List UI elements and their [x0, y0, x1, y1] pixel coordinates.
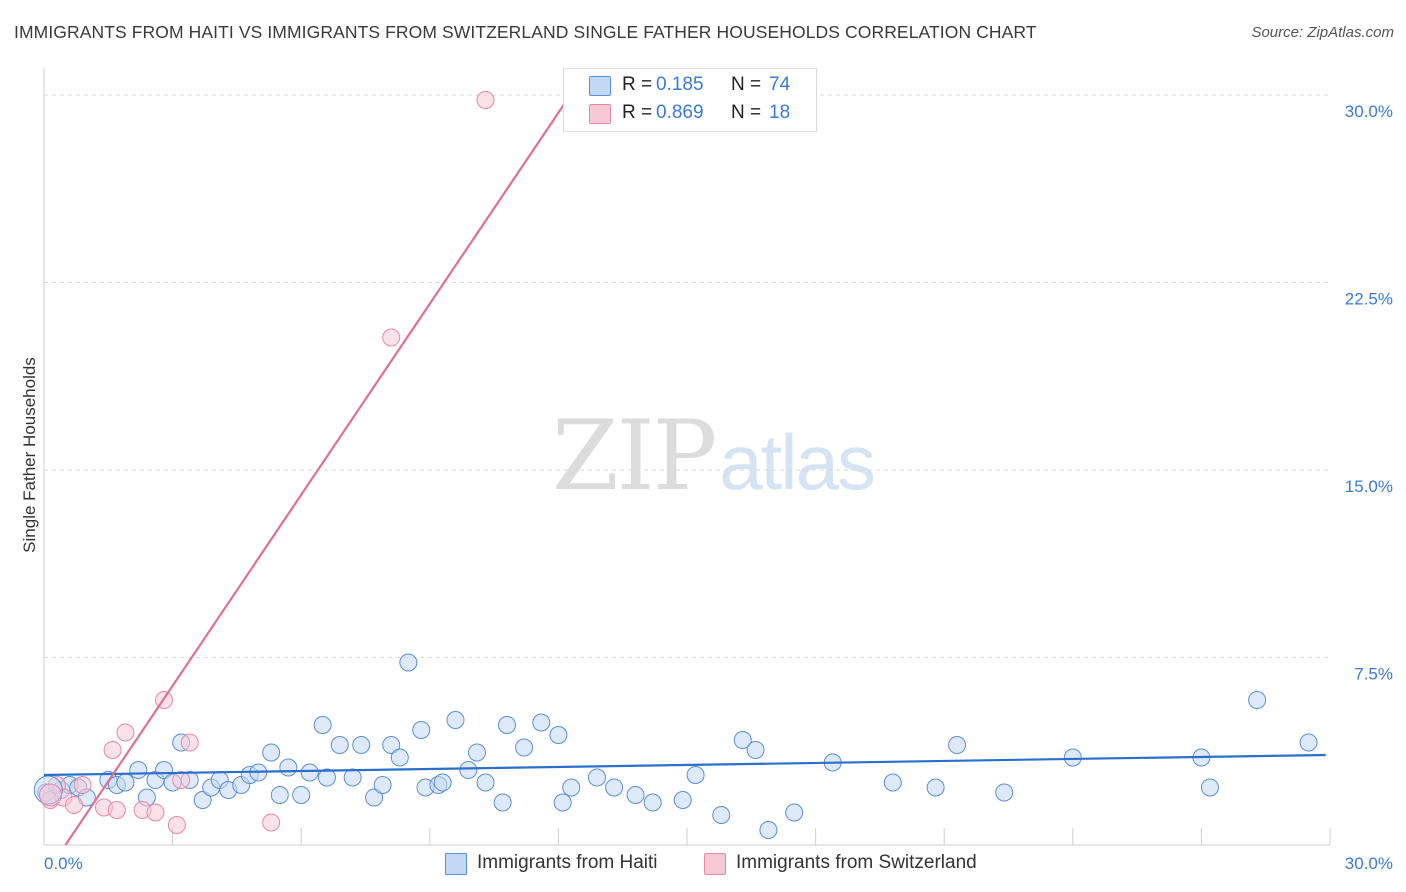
- point-switzerland: [167, 816, 186, 834]
- point-haiti: [883, 773, 902, 792]
- series-label-haiti: Immigrants from Haiti: [477, 852, 658, 873]
- point-haiti: [759, 821, 778, 839]
- point-haiti: [1200, 778, 1219, 797]
- y-tick-label: 22.5%: [1345, 290, 1393, 309]
- point-switzerland: [476, 91, 495, 109]
- y-tick-label: 15.0%: [1345, 477, 1393, 496]
- legend-n-label: N =: [731, 102, 762, 123]
- point-haiti: [686, 766, 705, 784]
- point-switzerland: [172, 771, 191, 789]
- legend-r-label: R =: [622, 102, 653, 123]
- point-haiti: [373, 776, 392, 794]
- point-haiti: [116, 773, 135, 792]
- point-haiti: [532, 713, 551, 732]
- point-haiti: [390, 748, 409, 767]
- trendline-haiti: [43, 753, 1326, 777]
- source-credit: Source: ZipAtlas.com: [1251, 24, 1394, 41]
- legend-row-haiti: R = 0.185 N = 74: [564, 73, 816, 99]
- point-haiti: [270, 786, 289, 804]
- legend-r-value: 0.185: [656, 74, 704, 95]
- point-haiti: [948, 736, 967, 754]
- point-haiti: [129, 761, 148, 779]
- series-swatch-switzerland: [704, 853, 726, 875]
- point-haiti: [712, 806, 731, 824]
- point-haiti: [262, 743, 281, 762]
- point-haiti: [549, 726, 568, 744]
- point-haiti: [995, 783, 1014, 802]
- point-switzerland: [146, 803, 165, 822]
- point-haiti: [643, 793, 662, 812]
- point-haiti: [467, 743, 486, 762]
- point-haiti: [926, 778, 945, 797]
- y-tick-label: 7.5%: [1354, 665, 1393, 684]
- point-switzerland: [103, 741, 122, 759]
- trendline-switzerland: [64, 99, 568, 846]
- point-haiti: [317, 768, 336, 787]
- point-haiti: [785, 803, 804, 822]
- point-switzerland: [107, 801, 126, 819]
- point-haiti: [446, 711, 465, 729]
- point-haiti: [626, 786, 645, 804]
- point-haiti: [553, 793, 572, 812]
- series-swatch-haiti: [445, 853, 467, 875]
- point-haiti: [1063, 748, 1082, 767]
- point-haiti: [587, 768, 606, 787]
- point-haiti: [382, 736, 401, 754]
- point-switzerland: [116, 723, 135, 742]
- chart-title: IMMIGRANTS FROM HAITI VS IMMIGRANTS FROM…: [14, 22, 1037, 42]
- legend-swatch-haiti: [589, 76, 611, 96]
- point-switzerland-cluster: [38, 783, 62, 807]
- point-haiti: [746, 741, 765, 759]
- point-haiti: [733, 731, 752, 749]
- point-haiti: [343, 768, 362, 787]
- point-haiti: [352, 736, 371, 754]
- point-haiti: [399, 653, 418, 672]
- point-haiti: [313, 716, 332, 734]
- point-haiti: [497, 716, 516, 734]
- legend-n-value: 74: [769, 74, 791, 95]
- point-switzerland: [262, 813, 281, 832]
- point-haiti: [279, 758, 298, 777]
- legend-n-label: N =: [731, 74, 762, 95]
- legend-n-value: 18: [769, 102, 791, 123]
- stats-legend: R = 0.185 N = 74 R = 0.869 N = 18: [563, 68, 817, 132]
- point-haiti: [412, 721, 431, 739]
- point-haiti: [515, 738, 534, 757]
- point-haiti: [292, 786, 311, 804]
- point-switzerland: [73, 776, 92, 794]
- point-haiti: [562, 778, 581, 797]
- y-tick-label: 30.0%: [1345, 102, 1393, 121]
- point-haiti: [459, 761, 478, 779]
- legend-r-value: 0.869: [656, 102, 704, 123]
- point-haiti: [433, 773, 452, 792]
- legend-r-label: R =: [622, 74, 653, 95]
- point-haiti: [605, 778, 624, 797]
- point-haiti: [493, 793, 512, 812]
- x-tick-label: 30.0%: [1345, 854, 1393, 873]
- point-haiti: [673, 791, 692, 809]
- point-haiti: [476, 773, 495, 792]
- series-label-switzerland: Immigrants from Switzerland: [736, 852, 977, 873]
- watermark-atlas: atlas: [719, 418, 876, 506]
- watermark: ZIPatlas: [552, 400, 876, 512]
- series-legend: Immigrants from Haiti Immigrants from Sw…: [0, 851, 1406, 879]
- point-haiti: [300, 763, 319, 782]
- point-switzerland: [180, 733, 199, 752]
- point-haiti: [1248, 691, 1267, 709]
- point-haiti: [365, 788, 384, 807]
- watermark-zip: ZIP: [552, 400, 717, 512]
- point-switzerland: [65, 796, 84, 814]
- point-switzerland: [382, 328, 401, 347]
- point-haiti: [330, 736, 349, 754]
- point-haiti: [193, 791, 212, 809]
- x-tick-label: 0.0%: [44, 854, 83, 873]
- legend-row-switzerland: R = 0.869 N = 18: [564, 101, 816, 127]
- point-haiti: [1299, 733, 1318, 752]
- legend-swatch-switzerland: [589, 104, 611, 124]
